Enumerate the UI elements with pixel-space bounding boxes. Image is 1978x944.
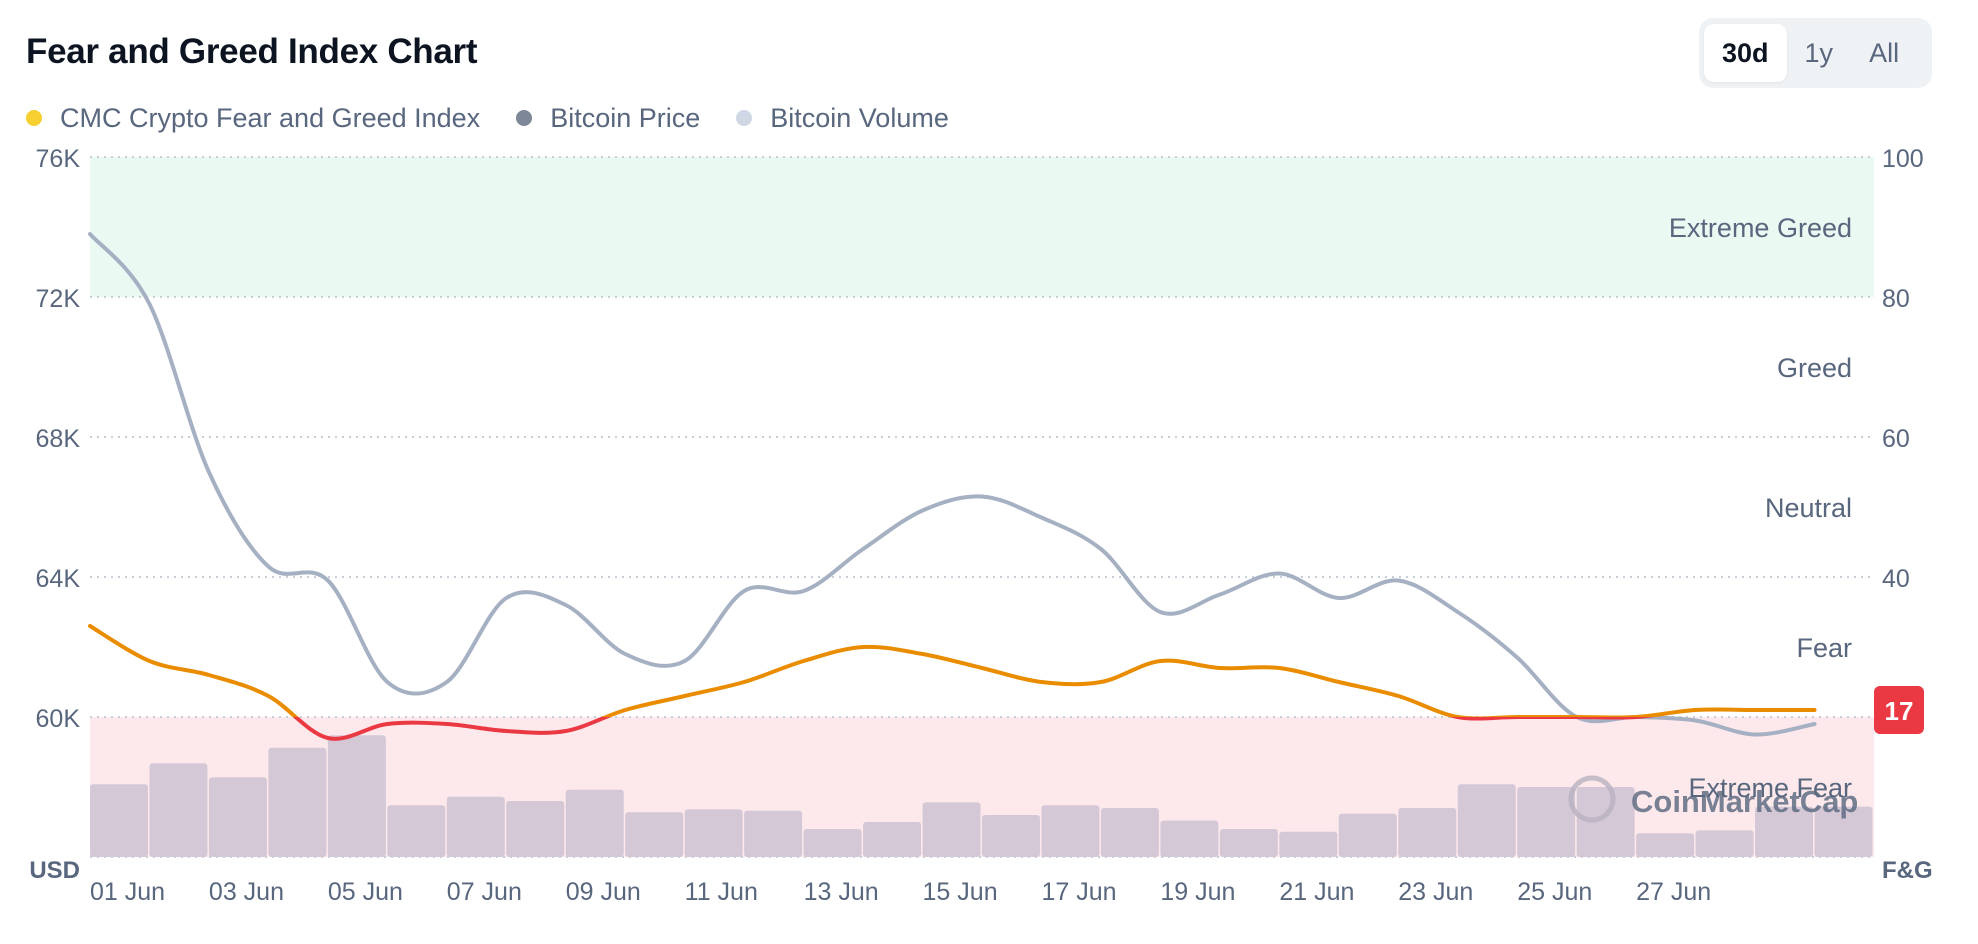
usd-tick-label: 60K	[36, 705, 81, 733]
usd-tick-label: 64K	[36, 565, 81, 593]
legend-dot-icon	[736, 110, 753, 126]
volume-bar	[268, 747, 327, 857]
fear-greed-line-fear	[88, 624, 1817, 717]
volume-bar	[506, 801, 565, 857]
volume-bar	[1219, 829, 1278, 857]
axis-labels: 76K 72K 68K 64K 60K 100 80 60 40 USD F&G 01 Jun 03 J…	[29, 145, 1932, 906]
zone-labels: Extreme Greed Greed Neutral Fear Extreme Fea…	[1669, 213, 1852, 803]
volume-bar	[982, 815, 1040, 857]
legend-label: Bitcoin Price	[550, 102, 701, 133]
fg-tick-label: 40	[1882, 565, 1910, 593]
coinmarketcap-logo-icon	[1568, 775, 1616, 823]
volume-bar	[1636, 833, 1695, 857]
zone-extreme-greed	[90, 157, 1874, 297]
price-line-layer	[88, 232, 1817, 737]
zone-label: Greed	[1777, 353, 1852, 383]
usd-tick-label: 76K	[36, 145, 81, 173]
fg-tick-label: 100	[1882, 145, 1924, 173]
range-tab-all[interactable]: All	[1869, 38, 1900, 68]
date-tick-label: 15 Jun	[923, 878, 998, 906]
volume-bar	[149, 763, 208, 857]
legend-item-bitcoin-price[interactable]: Bitcoin Price	[516, 103, 700, 134]
volume-bar	[1338, 813, 1397, 857]
date-tick-label: 25 Jun	[1517, 878, 1592, 906]
volume-bar	[1576, 787, 1635, 857]
legend-item-bitcoin-volume[interactable]: Bitcoin Volume	[736, 103, 949, 134]
date-tick-label: 13 Jun	[804, 878, 879, 906]
range-tab-30d[interactable]: 30d	[1704, 24, 1787, 82]
date-tick-label: 03 Jun	[209, 878, 284, 906]
legend-label: CMC Crypto Fear and Greed Index	[60, 102, 481, 133]
volume-bar	[446, 796, 505, 857]
zone-fear	[90, 577, 1874, 717]
volume-bar	[744, 810, 803, 857]
volume-bar	[1814, 806, 1873, 857]
usd-tick-label: 68K	[36, 425, 81, 453]
fear-greed-line-extreme-fear	[292, 717, 1656, 741]
volume-bar	[1160, 820, 1219, 857]
legend-dot-icon	[516, 110, 533, 126]
usd-axis-label: USD	[29, 857, 80, 884]
volume-bar	[1398, 808, 1457, 857]
date-tick-label: 11 Jun	[685, 878, 758, 906]
volume-bar	[1100, 808, 1159, 857]
range-tab-1y[interactable]: 1y	[1804, 38, 1834, 68]
time-range-selector: 30d 1y All	[1699, 18, 1932, 88]
volume-bar	[90, 784, 148, 857]
volume-bar	[387, 805, 446, 857]
watermark-text: CoinMarketCap	[1631, 784, 1858, 819]
volume-bar	[1517, 787, 1576, 857]
legend-dot-icon	[26, 110, 42, 126]
volume-bar	[684, 809, 743, 857]
zone-label: Neutral	[1765, 493, 1852, 523]
date-tick-label: 17 Jun	[1041, 878, 1116, 906]
chart-title: Fear and Greed Index Chart	[26, 32, 478, 71]
fg-tick-label: 80	[1882, 285, 1910, 313]
zone-label: Extreme Greed	[1669, 213, 1852, 243]
volume-bar	[1279, 831, 1338, 857]
zone-greed	[90, 297, 1874, 437]
volume-bar	[625, 812, 684, 857]
chart-legend: CMC Crypto Fear and Greed Index Bitcoin …	[26, 100, 985, 136]
volume-bar	[803, 829, 862, 857]
volume-bar	[1457, 784, 1516, 857]
volume-bar	[1755, 806, 1814, 857]
fg-axis-label: F&G	[1882, 857, 1933, 884]
date-tick-label: 09 Jun	[566, 878, 641, 906]
volume-bar	[863, 822, 922, 857]
legend-item-fear-greed[interactable]: CMC Crypto Fear and Greed Index	[26, 103, 480, 134]
date-tick-label: 07 Jun	[447, 878, 522, 906]
date-tick-label: 05 Jun	[328, 878, 403, 906]
date-tick-label: 19 Jun	[1160, 878, 1235, 906]
volume-bar	[565, 789, 624, 857]
volume-bar	[922, 802, 981, 857]
date-tick-label: 27 Jun	[1636, 878, 1711, 906]
volume-bar	[1695, 830, 1754, 857]
legend-label: Bitcoin Volume	[770, 102, 949, 133]
current-value-badge: 17	[1874, 686, 1924, 734]
zone-neutral	[90, 437, 1874, 577]
current-value-badge-bg	[1874, 686, 1924, 734]
volume-bars	[90, 735, 1873, 857]
volume-bar	[208, 777, 267, 857]
volume-bar	[1041, 805, 1100, 857]
fear-greed-line-layer	[88, 624, 1817, 741]
bitcoin-price-line	[88, 232, 1817, 737]
zone-label: Extreme Fear	[1688, 773, 1852, 803]
current-value-badge-text: 17	[1885, 696, 1914, 726]
volume-bar	[327, 735, 386, 857]
date-tick-label: 01 Jun	[90, 878, 165, 906]
watermark-layer: CoinMarketCap	[1568, 775, 1858, 823]
date-tick-label: 23 Jun	[1398, 878, 1473, 906]
usd-tick-label: 72K	[36, 285, 81, 313]
fg-tick-label: 60	[1882, 425, 1910, 453]
zone-label: Fear	[1796, 633, 1852, 663]
date-tick-label: 21 Jun	[1279, 878, 1354, 906]
